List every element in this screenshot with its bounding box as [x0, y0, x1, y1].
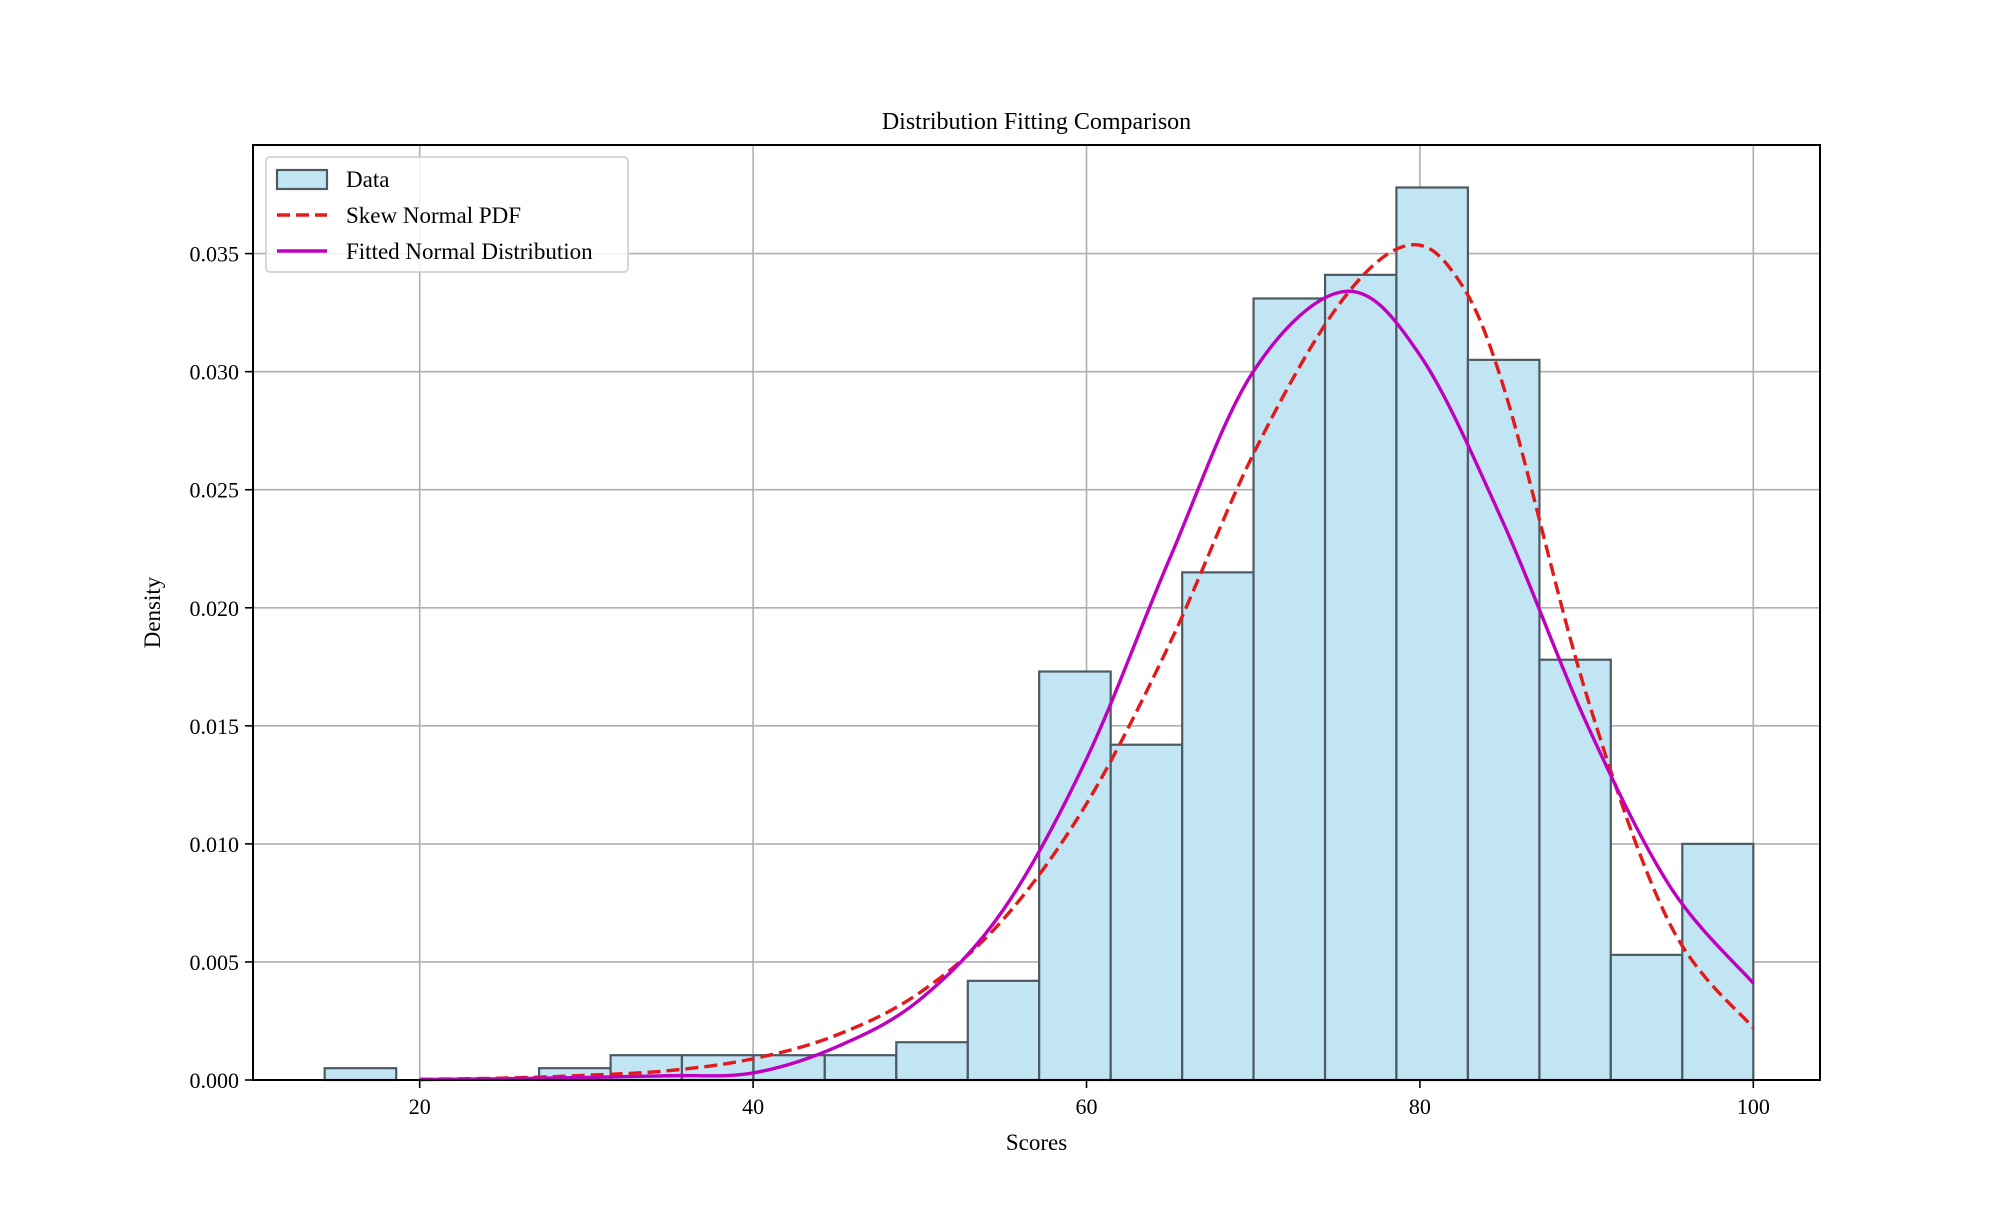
histogram-bar — [966, 979, 1041, 1082]
chart-title: Distribution Fitting Comparison — [882, 109, 1191, 135]
histogram-bar — [752, 1054, 826, 1082]
legend-swatch-data — [275, 168, 329, 191]
y-tick-label: 0.030 — [190, 360, 240, 385]
pdf-curves — [419, 243, 1755, 1082]
histogram-bar — [895, 1041, 969, 1082]
y-tick-label: 0.035 — [190, 242, 240, 267]
x-tick-label: 100 — [1737, 1094, 1770, 1119]
plot-frame — [252, 144, 1821, 1081]
fitted-normal-curve — [419, 289, 1755, 1082]
legend-label: Skew Normal PDF — [346, 203, 521, 228]
y-tick-label: 0.000 — [190, 1068, 240, 1093]
y-tick-label: 0.010 — [190, 832, 240, 857]
histogram-bar — [1252, 297, 1327, 1082]
histogram-bar — [1538, 658, 1612, 1082]
histogram-bar — [1181, 571, 1255, 1082]
legend: Data Skew Normal PDF Fitted Normal Distrib… — [265, 156, 629, 273]
x-axis-title: Scores — [1006, 1130, 1067, 1155]
y-tick-label: 0.025 — [190, 478, 240, 503]
skew-normal-curve — [419, 243, 1755, 1081]
histogram-bar — [823, 1054, 898, 1082]
legend-label: Fitted Normal Distribution — [346, 239, 593, 264]
x-tick-label: 60 — [1076, 1094, 1098, 1119]
histogram-bar — [1395, 186, 1470, 1082]
histogram-bar — [1323, 273, 1398, 1082]
legend-label: Data — [346, 167, 389, 192]
x-tick-label: 40 — [742, 1094, 764, 1119]
histogram-bars — [323, 186, 1755, 1082]
histogram-bar — [1109, 743, 1184, 1082]
y-tick-label: 0.005 — [190, 950, 240, 975]
legend-box — [265, 156, 629, 273]
y-tick-label: 0.015 — [190, 714, 240, 739]
y-tick-label: 0.020 — [190, 596, 240, 621]
histogram-bar — [1609, 953, 1684, 1082]
x-tick-label: 20 — [409, 1094, 431, 1119]
histogram-bar — [323, 1067, 398, 1082]
x-tick-label: 80 — [1409, 1094, 1431, 1119]
axis-ticks: 20 40 60 80 100 0.000 0.005 0.010 0.015 0.020 0.02… — [190, 242, 1770, 1119]
histogram-bar — [1038, 670, 1112, 1082]
y-axis-title: Density — [140, 576, 165, 648]
